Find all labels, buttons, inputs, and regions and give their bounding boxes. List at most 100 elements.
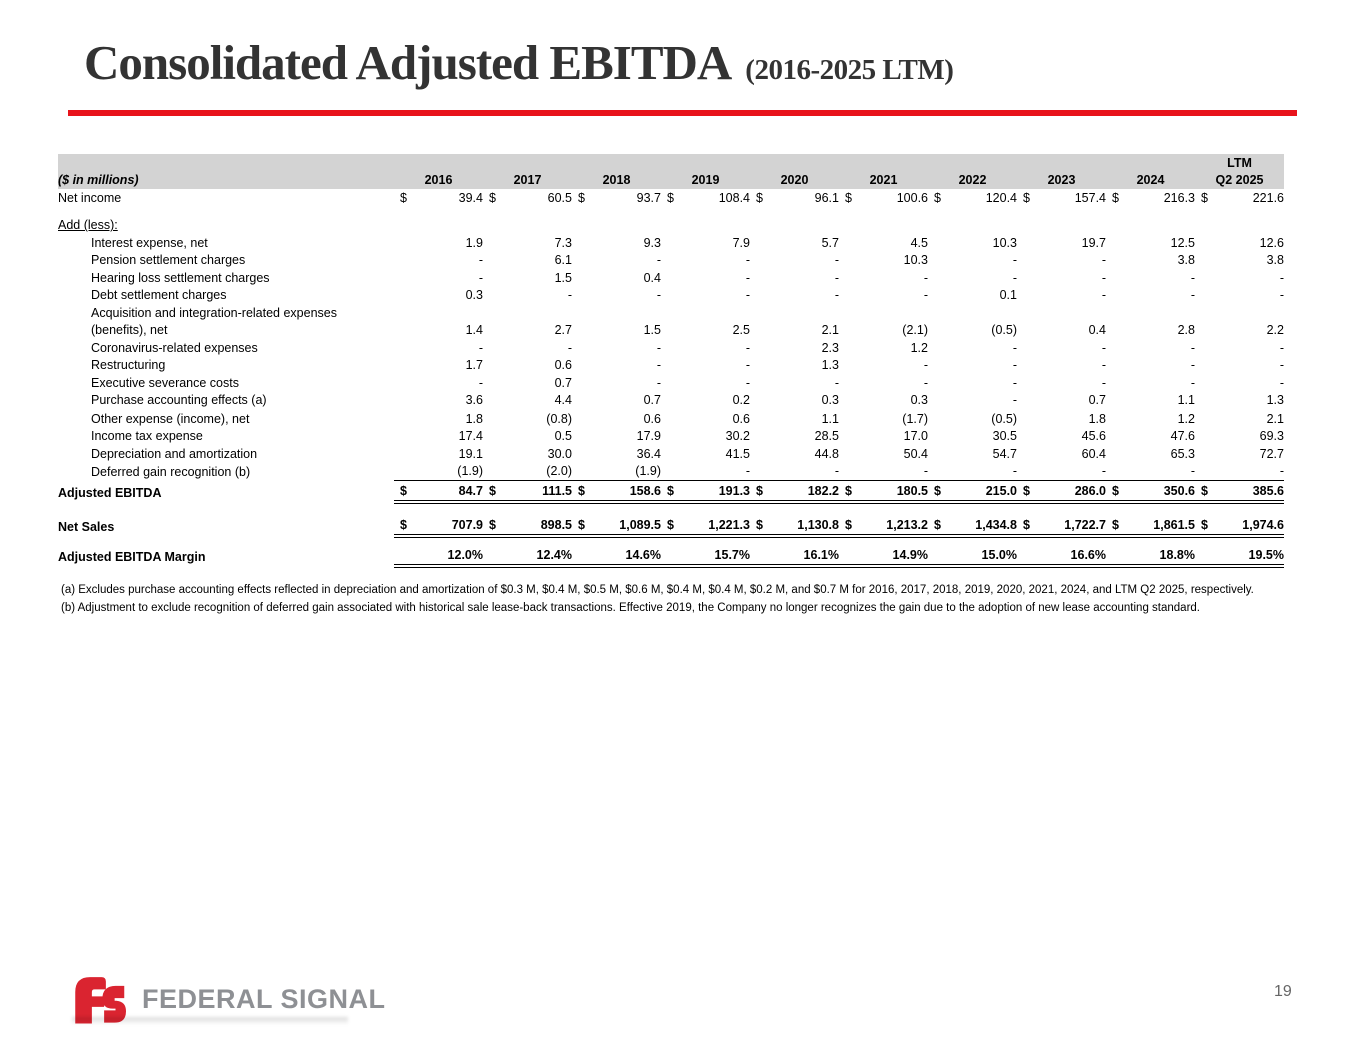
value-cell: 2.2 bbox=[1195, 322, 1284, 340]
dollar-sign: $ bbox=[667, 484, 674, 499]
cell-value: (0.5) bbox=[991, 411, 1017, 426]
cell-value: 30.2 bbox=[725, 429, 750, 444]
cell-value: 1.1 bbox=[1177, 393, 1195, 408]
dollar-sign: $ bbox=[1112, 190, 1119, 205]
cell-value: - bbox=[478, 253, 483, 268]
value-cell: 7.3 bbox=[483, 234, 572, 252]
cell-value: - bbox=[834, 270, 839, 285]
value-cell: 72.7 bbox=[1195, 445, 1284, 463]
value-cell: 0.7 bbox=[483, 374, 572, 392]
dollar-sign: $ bbox=[756, 518, 763, 533]
value-cell: - bbox=[661, 357, 750, 375]
row-label: Interest expense, net bbox=[91, 235, 208, 250]
dollar-sign: $ bbox=[667, 518, 674, 533]
slide-header: Consolidated Adjusted EBITDA (2016-2025 … bbox=[84, 34, 954, 91]
page-number: 19 bbox=[1274, 983, 1292, 1000]
value-cell: 1.3 bbox=[1195, 392, 1284, 410]
value-cell: 1.2 bbox=[839, 339, 928, 357]
dollar-sign: $ bbox=[1112, 518, 1119, 533]
row-label: Adjusted EBITDA Margin bbox=[58, 550, 206, 565]
cell-value: - bbox=[1279, 375, 1284, 390]
cell-value: 0.6 bbox=[643, 411, 661, 426]
cell-value: 182.2 bbox=[807, 484, 839, 499]
value-cell: - bbox=[750, 374, 839, 392]
value-cell: 28.5 bbox=[750, 428, 839, 446]
cell-value: - bbox=[1101, 270, 1106, 285]
value-cell: (0.8) bbox=[483, 410, 572, 428]
row-label: Debt settlement charges bbox=[91, 288, 227, 303]
year-header-cell: 2021 bbox=[839, 171, 928, 189]
cell-value: 0.6 bbox=[732, 411, 750, 426]
row-label: Adjusted EBITDA bbox=[58, 486, 162, 501]
cell-value: 5.7 bbox=[821, 235, 839, 250]
value-cell: - bbox=[1106, 374, 1195, 392]
cell-value: 2.1 bbox=[1266, 411, 1284, 426]
value-cell: 1.1 bbox=[750, 410, 839, 428]
cell-value: - bbox=[1190, 270, 1195, 285]
cell-value: 1,130.8 bbox=[797, 518, 839, 533]
cell-value: - bbox=[567, 288, 572, 303]
cell-value: - bbox=[1279, 464, 1284, 479]
value-cell: 45.6 bbox=[1017, 428, 1106, 446]
value-cell: - bbox=[572, 357, 661, 375]
year-header-cell: 2020 bbox=[750, 171, 839, 189]
value-cell: 1.4 bbox=[394, 322, 483, 340]
table-row: Depreciation and amortization 19.1 30.0 36.… bbox=[58, 445, 1284, 463]
value-cell: - bbox=[839, 287, 928, 305]
value-cell: $215.0 bbox=[928, 480, 1017, 504]
year-header-cell: 2024 bbox=[1106, 171, 1195, 189]
value-cell: - bbox=[661, 339, 750, 357]
cell-value: 350.6 bbox=[1163, 484, 1195, 499]
cell-value: 1.7 bbox=[465, 358, 483, 373]
row-label: Executive severance costs bbox=[91, 375, 239, 390]
cell-value: 180.5 bbox=[896, 484, 928, 499]
value-cell: $182.2 bbox=[750, 480, 839, 504]
value-cell: 7.9 bbox=[661, 234, 750, 252]
cell-value: 216.3 bbox=[1163, 190, 1195, 205]
row-label: Net income bbox=[58, 190, 122, 205]
value-cell bbox=[1195, 217, 1284, 235]
value-cell: $1,089.5 bbox=[572, 515, 661, 538]
value-cell: - bbox=[1017, 374, 1106, 392]
cell-value: (1.9) bbox=[457, 464, 483, 479]
cell-value: - bbox=[656, 340, 661, 355]
footnote-b: (b) Adjustment to exclude recognition of… bbox=[61, 602, 1200, 614]
cell-value: - bbox=[745, 464, 750, 479]
dollar-sign: $ bbox=[756, 484, 763, 499]
cell-value: - bbox=[834, 288, 839, 303]
value-cell: 12.4% bbox=[483, 545, 572, 568]
value-cell: 0.7 bbox=[572, 392, 661, 410]
row-label: Restructuring bbox=[91, 358, 166, 373]
table-row: (benefits), net 1.4 2.7 1.5 2.5 2.1 (2.1) (0.5)… bbox=[58, 322, 1284, 340]
value-cell: - bbox=[661, 269, 750, 287]
row-label: Hearing loss settlement charges bbox=[91, 270, 270, 285]
dollar-sign: $ bbox=[1201, 190, 1208, 205]
value-cell: - bbox=[394, 252, 483, 270]
value-cell: 44.8 bbox=[750, 445, 839, 463]
value-cell: $1,974.6 bbox=[1195, 515, 1284, 538]
value-cell: - bbox=[1195, 357, 1284, 375]
ltm-header-cell bbox=[750, 154, 839, 172]
value-cell: 16.6% bbox=[1017, 545, 1106, 568]
dollar-sign: $ bbox=[400, 190, 407, 205]
cell-value: 3.6 bbox=[465, 393, 483, 408]
year-header-cell: 2019 bbox=[661, 171, 750, 189]
value-cell: - bbox=[750, 462, 839, 481]
dollar-sign: $ bbox=[578, 484, 585, 499]
value-cell: 36.4 bbox=[572, 445, 661, 463]
value-cell: 3.8 bbox=[1195, 252, 1284, 270]
value-cell: 0.6 bbox=[483, 357, 572, 375]
cell-value: 12.5 bbox=[1170, 235, 1195, 250]
value-cell: - bbox=[394, 269, 483, 287]
value-cell: (1.7) bbox=[839, 410, 928, 428]
cell-value: 12.0% bbox=[447, 548, 483, 563]
value-cell: - bbox=[1106, 287, 1195, 305]
cell-value: 14.9% bbox=[892, 548, 928, 563]
value-cell: 10.3 bbox=[839, 252, 928, 270]
cell-value: 1.9 bbox=[465, 235, 483, 250]
header-spacer-cell bbox=[58, 154, 394, 172]
value-cell: 15.0% bbox=[928, 545, 1017, 568]
value-cell: - bbox=[572, 252, 661, 270]
value-cell: 10.3 bbox=[928, 234, 1017, 252]
cell-value: 17.0 bbox=[903, 429, 928, 444]
